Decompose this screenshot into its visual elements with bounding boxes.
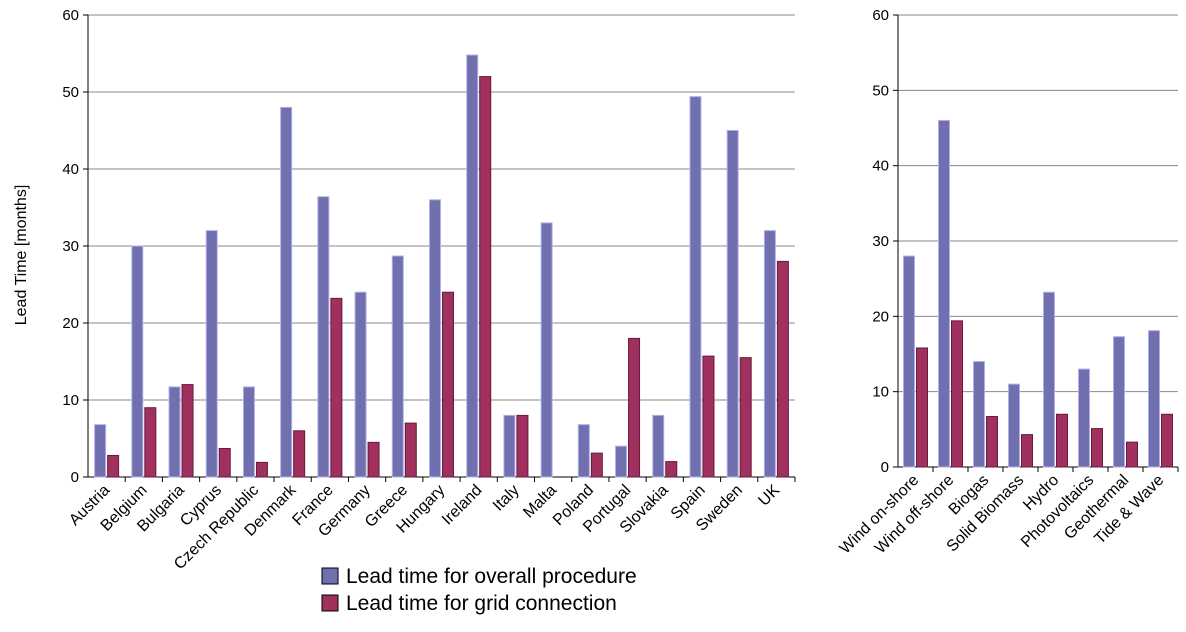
legend: Lead time for overall procedure Lead time… bbox=[321, 565, 637, 615]
bar-overall-procedure bbox=[503, 414, 516, 478]
bar-grid-connection bbox=[739, 357, 752, 478]
bar-overall-procedure bbox=[354, 291, 367, 478]
x-category-label: Italy bbox=[490, 482, 523, 515]
bar-overall-procedure bbox=[205, 230, 218, 478]
bar-overall-procedure bbox=[94, 424, 107, 478]
bar-grid-connection bbox=[951, 320, 963, 468]
y-tick-label: 30 bbox=[872, 233, 889, 250]
bar-grid-connection bbox=[107, 454, 120, 478]
y-tick-label: 30 bbox=[62, 238, 79, 255]
bar-grid-connection bbox=[665, 461, 678, 478]
y-tick-label: 50 bbox=[872, 82, 889, 99]
bar-overall-procedure bbox=[763, 230, 776, 478]
bar-overall-procedure bbox=[577, 424, 590, 478]
bar-grid-connection bbox=[255, 461, 268, 478]
bar-overall-procedure bbox=[242, 386, 255, 478]
bar-overall-procedure bbox=[131, 245, 144, 478]
y-tick-label: 0 bbox=[881, 459, 889, 476]
bar-grid-connection bbox=[367, 441, 380, 478]
bar-grid-connection bbox=[330, 297, 343, 478]
legend-swatch bbox=[321, 594, 339, 612]
chart-by-country: 0102030405060AustriaBelgiumBulgariaCypru… bbox=[62, 7, 796, 573]
legend-swatch bbox=[321, 567, 339, 585]
bar-overall-procedure bbox=[391, 255, 404, 478]
bar-overall-procedure bbox=[540, 222, 553, 478]
x-category-label: Ireland bbox=[439, 482, 486, 529]
bar-grid-connection bbox=[590, 452, 603, 478]
bar-grid-connection bbox=[479, 76, 492, 478]
bar-overall-procedure bbox=[1148, 330, 1160, 468]
bar-overall-procedure bbox=[1113, 336, 1125, 468]
bar-grid-connection bbox=[916, 347, 928, 468]
bar-overall-procedure bbox=[615, 445, 628, 478]
bar-overall-procedure bbox=[429, 199, 441, 478]
bar-grid-connection bbox=[1126, 441, 1138, 468]
bar-overall-procedure bbox=[689, 96, 702, 478]
y-tick-label: 40 bbox=[872, 158, 889, 175]
bar-overall-procedure bbox=[1008, 383, 1020, 468]
bar-grid-connection bbox=[218, 448, 231, 478]
legend-label: Lead time for overall procedure bbox=[346, 565, 637, 588]
bar-overall-procedure bbox=[1043, 291, 1055, 468]
bar-overall-procedure bbox=[280, 106, 293, 478]
bar-grid-connection bbox=[776, 260, 789, 478]
bar-overall-procedure bbox=[1078, 368, 1090, 468]
bar-grid-connection bbox=[1021, 434, 1033, 468]
y-tick-label: 40 bbox=[62, 161, 79, 178]
bar-overall-procedure bbox=[726, 130, 739, 478]
bar-overall-procedure bbox=[903, 255, 915, 468]
bar-grid-connection bbox=[986, 416, 998, 468]
y-tick-label: 10 bbox=[872, 384, 889, 401]
bar-overall-procedure bbox=[317, 196, 330, 478]
legend-label: Lead time for grid connection bbox=[346, 592, 617, 615]
bar-overall-procedure bbox=[168, 386, 181, 478]
x-category-label: UK bbox=[755, 482, 783, 510]
bar-overall-procedure bbox=[973, 361, 985, 468]
y-tick-label: 60 bbox=[62, 7, 79, 24]
bar-grid-connection bbox=[1161, 413, 1173, 468]
bar-grid-connection bbox=[628, 337, 641, 478]
bar-overall-procedure bbox=[466, 54, 479, 478]
bar-overall-procedure bbox=[938, 119, 950, 468]
y-tick-label: 50 bbox=[62, 84, 79, 101]
bar-grid-connection bbox=[404, 422, 417, 478]
y-tick-label: 20 bbox=[62, 315, 79, 332]
bar-grid-connection bbox=[293, 430, 306, 478]
bar-grid-connection bbox=[1091, 428, 1103, 468]
bar-grid-connection bbox=[442, 291, 454, 478]
y-tick-label: 0 bbox=[71, 469, 79, 486]
bar-overall-procedure bbox=[652, 414, 665, 478]
bar-grid-connection bbox=[181, 384, 194, 478]
bar-grid-connection bbox=[516, 414, 529, 478]
bar-grid-connection bbox=[702, 355, 715, 478]
y-axis-label: Lead Time [months] bbox=[13, 185, 30, 326]
bar-grid-connection bbox=[144, 407, 157, 478]
y-tick-label: 10 bbox=[62, 392, 79, 409]
y-tick-label: 60 bbox=[872, 7, 889, 24]
bar-grid-connection bbox=[1056, 413, 1068, 468]
y-tick-label: 20 bbox=[872, 308, 889, 325]
